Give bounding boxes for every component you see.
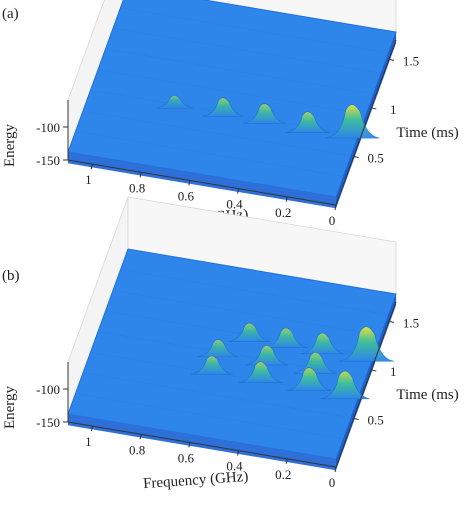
surface-stripe-b [112, 289, 382, 336]
surface-stripe-a [120, 7, 389, 54]
x-tick-mark-b [334, 466, 337, 473]
y-axis-line-a [335, 39, 397, 206]
peak-b-7 [286, 367, 332, 392]
x-tick-mark-a [90, 163, 93, 170]
y-axis-label-b: Time (ms) [396, 387, 458, 403]
peak-b-1 [300, 332, 345, 355]
panel-label-a: (a) [2, 6, 19, 22]
x-tick-label-a: 0.2 [275, 205, 291, 220]
surface-stripe-b [82, 372, 352, 419]
y-tick-mark-a [388, 58, 395, 61]
peak-b-2 [264, 327, 308, 349]
x-tick-mark-b [285, 458, 288, 464]
peak-a-4 [285, 111, 330, 133]
surface-chart-b: (b) 1 0.8 0.6 0.4 0.2 0 Frequency (GHz) 0.5 1 1.5 T… [2, 196, 459, 492]
x-tick-label-b: 0.8 [129, 442, 145, 457]
peak-b-9 [190, 355, 233, 375]
y-tick-mark-a [371, 107, 377, 110]
peak-b-4 [293, 352, 338, 374]
x-tick-mark-a [188, 180, 191, 186]
surface-stripe-a [97, 69, 367, 116]
peak-a-1 [243, 103, 287, 124]
peak-a-3 [155, 94, 194, 109]
z-tick-label-a: -100 [36, 120, 60, 135]
x-tick-mark-a [139, 172, 142, 178]
x-axis-line-b [67, 421, 337, 468]
x-tick-label-b: 0 [329, 475, 336, 490]
panel-label-b: (b) [2, 268, 20, 284]
surface-stripe-a [105, 48, 374, 95]
y-tick-mark-a [353, 155, 359, 158]
y-tick-label-a: 0.5 [368, 150, 384, 165]
z-axis-label-a: Energy [2, 123, 18, 167]
z-tick-label-a: -150 [36, 153, 60, 168]
y-axis-line-b [335, 301, 397, 468]
x-tick-label-a: 1 [85, 172, 92, 187]
peak-b-3 [228, 322, 271, 342]
surface-stripe-b [120, 269, 389, 316]
y-tick-label-a: 1.5 [403, 53, 419, 68]
surface-stripe-a [82, 110, 352, 157]
x-tick-label-a: 0.8 [129, 180, 145, 195]
z-axis-label-b: Energy [2, 385, 18, 429]
peak-b-8 [238, 361, 283, 383]
peak-a-0 [325, 104, 380, 139]
y-tick-mark-b [353, 417, 359, 420]
x-axis-label-b: Frequency (GHz) [143, 469, 249, 492]
y-tick-mark-b [371, 369, 377, 372]
y-tick-label-b: 1 [390, 364, 397, 379]
peak-b-10 [320, 370, 370, 400]
y-tick-label-a: 1 [390, 102, 397, 117]
peak-b-0 [338, 326, 394, 362]
surface-stripe-a [75, 130, 344, 177]
peak-a-2 [202, 97, 245, 117]
x-tick-label-a: 0.4 [226, 197, 243, 212]
x-axis-line-a [67, 159, 337, 206]
x-tick-mark-b [90, 425, 93, 432]
z-tick-label-b: -100 [36, 382, 60, 397]
x-tick-mark-a [237, 188, 240, 194]
x-tick-mark-b [188, 442, 191, 448]
z-tick-label-b: -150 [36, 415, 60, 430]
y-tick-label-b: 0.5 [368, 412, 384, 427]
x-tick-label-b: 0.6 [178, 450, 195, 465]
panel-b: (b) 1 0.8 0.6 0.4 0.2 0 Frequency (GHz) 0.5 1 1.5 T… [0, 196, 474, 524]
peak-b-5 [245, 345, 289, 366]
x-tick-label-b: 0.2 [275, 467, 291, 482]
x-tick-label-b: 0.4 [226, 459, 243, 474]
y-tick-label-b: 1.5 [403, 315, 419, 330]
x-tick-mark-b [139, 434, 142, 440]
x-tick-mark-a [285, 196, 288, 202]
surface-stripe-b [75, 392, 344, 439]
x-tick-mark-a [334, 204, 337, 211]
surface-stripe-a [112, 27, 382, 74]
y-tick-mark-b [388, 320, 395, 323]
x-tick-label-b: 1 [85, 434, 92, 449]
peak-b-6 [197, 339, 239, 358]
x-tick-label-a: 0 [329, 213, 336, 228]
x-tick-label-a: 0.6 [178, 188, 195, 203]
x-tick-mark-b [237, 450, 240, 456]
y-axis-label-a: Time (ms) [396, 125, 458, 141]
